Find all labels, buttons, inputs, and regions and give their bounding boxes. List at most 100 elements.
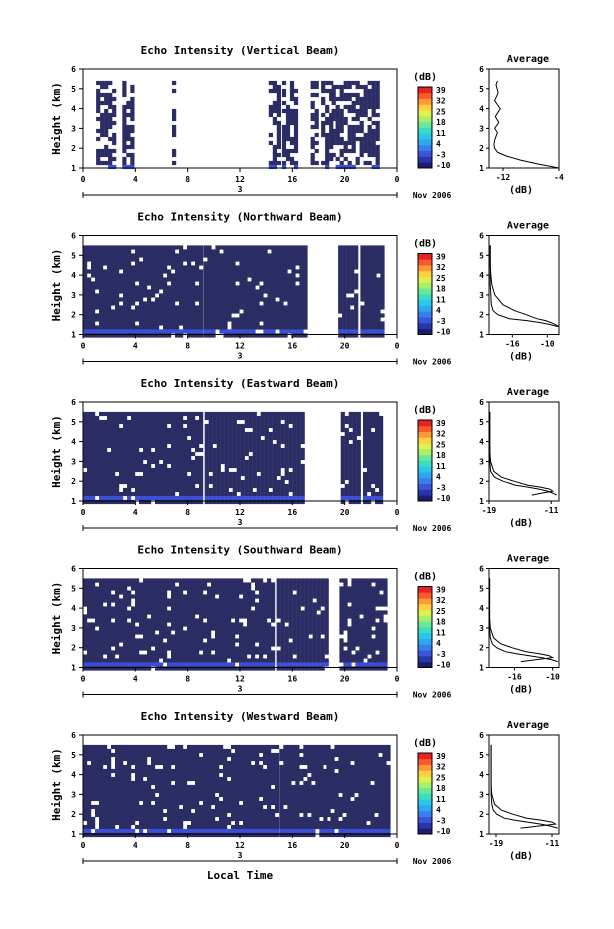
echo-cell bbox=[276, 447, 281, 453]
echo-cell bbox=[163, 309, 168, 314]
echo-cell bbox=[350, 313, 355, 318]
echo-cell bbox=[107, 321, 112, 326]
echo-cell bbox=[235, 630, 240, 635]
echo-cell bbox=[320, 666, 325, 671]
echo-cell bbox=[224, 463, 229, 469]
echo-cell bbox=[147, 325, 152, 330]
echo-cell bbox=[310, 156, 315, 162]
echo-cell bbox=[335, 96, 340, 102]
echo-cell bbox=[228, 435, 233, 441]
echo-cell bbox=[151, 634, 156, 639]
echo-cell bbox=[167, 479, 172, 485]
colorbar-swatch bbox=[418, 454, 432, 461]
echo-cell bbox=[344, 483, 349, 489]
echo-cell bbox=[147, 317, 152, 322]
echo-cell bbox=[111, 427, 116, 433]
echo-cell bbox=[191, 610, 196, 615]
echo-cell bbox=[179, 317, 184, 322]
echo-cell bbox=[95, 455, 100, 461]
echo-cell bbox=[255, 650, 260, 655]
echo-cell bbox=[195, 662, 200, 667]
echo-cell bbox=[103, 289, 108, 294]
echo-cell bbox=[95, 273, 100, 278]
echo-cell bbox=[179, 626, 184, 631]
echo-cell bbox=[310, 112, 315, 118]
echo-cell bbox=[354, 277, 359, 282]
echo-cell bbox=[359, 582, 364, 587]
echo-cell bbox=[155, 305, 160, 310]
echo-cell bbox=[87, 447, 92, 453]
echo-cell bbox=[235, 249, 240, 254]
echo-cell bbox=[346, 253, 351, 258]
echo-cell bbox=[348, 415, 353, 421]
echo-cell bbox=[99, 281, 104, 286]
echo-cell bbox=[203, 293, 208, 298]
echo-cell bbox=[276, 459, 281, 465]
echo-cell bbox=[324, 650, 329, 655]
echo-cell bbox=[367, 455, 372, 461]
echo-cell bbox=[111, 658, 116, 663]
echo-cell bbox=[359, 598, 364, 603]
echo-cell bbox=[135, 317, 140, 322]
average-x-tick-label: -10 bbox=[540, 340, 555, 349]
echo-cell bbox=[219, 285, 224, 290]
echo-cell bbox=[108, 92, 113, 98]
echo-cell bbox=[131, 479, 136, 485]
echo-cell bbox=[280, 646, 285, 651]
echo-cell bbox=[271, 249, 276, 254]
echo-cell bbox=[163, 269, 168, 274]
echo-cell bbox=[271, 265, 276, 270]
echo-cell bbox=[122, 104, 127, 110]
echo-cell bbox=[216, 491, 221, 497]
echo-cell bbox=[119, 479, 124, 485]
echo-cell bbox=[122, 160, 127, 166]
colorbar-tick-label: 4 bbox=[436, 473, 441, 482]
echo-cell bbox=[259, 289, 264, 294]
echo-cell bbox=[207, 618, 212, 623]
echo-cell bbox=[240, 463, 245, 469]
echo-cell bbox=[139, 265, 144, 270]
echo-cell bbox=[199, 455, 204, 461]
echo-cell bbox=[212, 419, 217, 425]
echo-cell bbox=[271, 277, 276, 282]
echo-cell bbox=[208, 491, 213, 497]
echo-cell bbox=[316, 586, 321, 591]
echo-cell bbox=[175, 606, 180, 611]
echo-cell bbox=[354, 273, 359, 278]
echo-cell bbox=[130, 140, 135, 146]
echo-cell bbox=[99, 277, 104, 282]
echo-cell bbox=[360, 245, 365, 250]
echo-cell bbox=[263, 281, 268, 286]
echo-cell bbox=[115, 590, 120, 595]
echo-cell bbox=[348, 419, 353, 425]
echo-cell bbox=[256, 463, 261, 469]
echo-cell bbox=[207, 321, 212, 326]
echo-cell bbox=[292, 463, 297, 469]
echo-cell bbox=[104, 116, 109, 122]
echo-cell bbox=[91, 586, 96, 591]
echo-cell bbox=[236, 467, 241, 473]
colorbar-swatch bbox=[418, 294, 432, 301]
echo-cell bbox=[223, 261, 228, 266]
echo-cell bbox=[260, 491, 265, 497]
echo-cell bbox=[359, 606, 364, 611]
echo-cell bbox=[107, 491, 112, 497]
echo-cell bbox=[179, 329, 184, 334]
echo-cell bbox=[344, 495, 349, 501]
echo-cell bbox=[325, 144, 330, 150]
echo-cell bbox=[288, 586, 293, 591]
echo-cell bbox=[316, 662, 321, 667]
echo-cell bbox=[376, 321, 381, 326]
echo-cell bbox=[107, 622, 112, 627]
echo-cell bbox=[83, 614, 88, 619]
echo-cell bbox=[283, 293, 288, 298]
echo-cell bbox=[259, 293, 264, 298]
echo-cell bbox=[304, 590, 309, 595]
echo-cell bbox=[123, 602, 128, 607]
echo-cell bbox=[111, 495, 116, 501]
echo-cell bbox=[159, 650, 164, 655]
echo-cell bbox=[356, 479, 361, 485]
echo-cell bbox=[167, 666, 172, 671]
echo-cell bbox=[135, 451, 140, 457]
echo-cell bbox=[135, 479, 140, 485]
